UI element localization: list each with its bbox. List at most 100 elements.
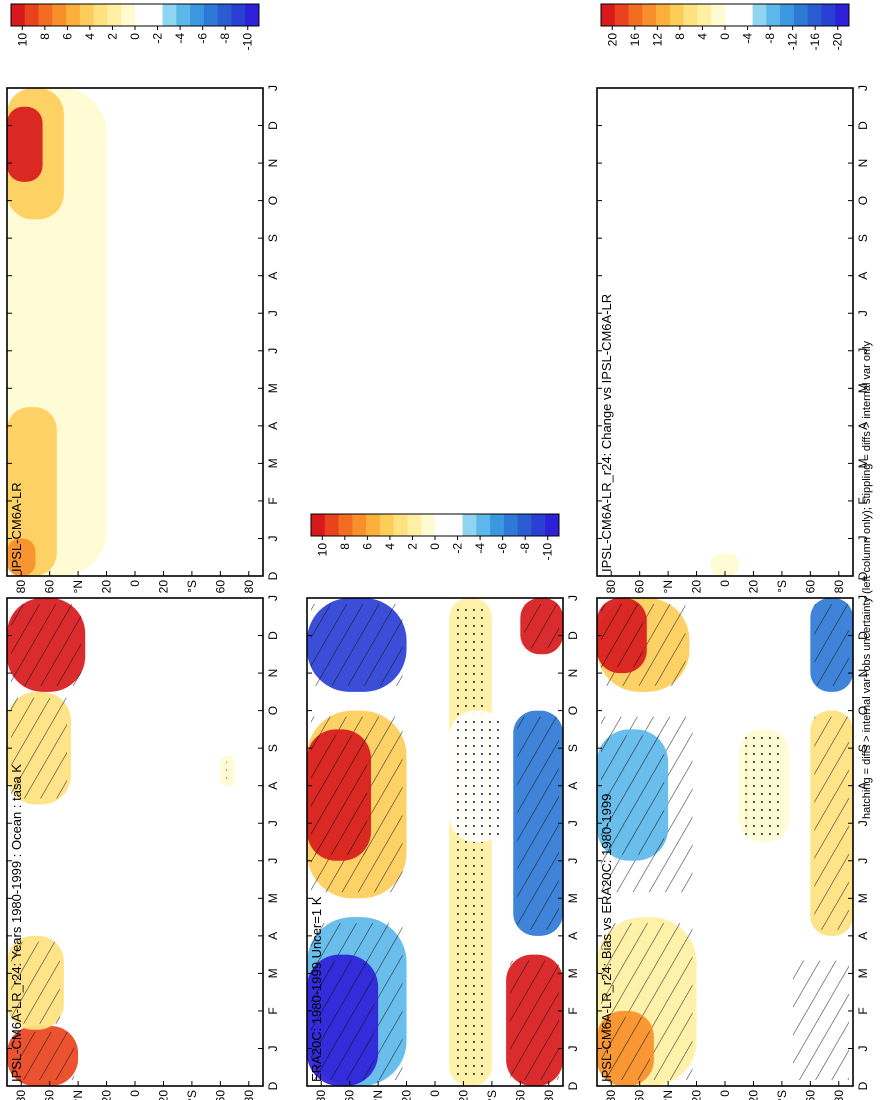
panel-title: ERA20C: 1980-1999 Uncer=1 K xyxy=(309,896,324,1082)
month-tick-label: D xyxy=(856,1081,870,1090)
colorbar-swatch xyxy=(711,4,726,26)
month-tick-label: A xyxy=(566,932,580,940)
colorbar-tick-label: -12 xyxy=(786,33,800,51)
colorbar-swatch xyxy=(203,4,219,26)
month-tick-label: J xyxy=(266,595,280,601)
hatching-0 xyxy=(11,1031,75,1080)
colorbar-swatch xyxy=(231,4,246,26)
lat-tick-label: 60 xyxy=(213,580,227,594)
colorbar-tick-label: 16 xyxy=(628,33,642,47)
figure-footnote: hatching = diffs > internal var+obs unce… xyxy=(861,340,873,819)
field-blob-0 xyxy=(710,553,740,576)
colorbar-swatch xyxy=(190,4,205,26)
month-tick-label: J xyxy=(266,535,280,541)
hatching-1 xyxy=(11,941,60,1024)
month-tick-label: N xyxy=(266,669,280,678)
colorbar-tick-label: -8 xyxy=(218,33,232,44)
month-tick-label: M xyxy=(266,893,280,903)
lat-tick-label: 80 xyxy=(14,580,28,594)
field-blob-3 xyxy=(7,106,43,182)
month-tick-label: A xyxy=(566,782,580,790)
month-tick-label: M xyxy=(266,968,280,978)
lat-tick-label: 80 xyxy=(14,1090,28,1100)
colorbar-swatch xyxy=(448,514,464,536)
month-tick-label: J xyxy=(566,595,580,601)
colorbar-swatch xyxy=(697,4,712,26)
colorbar-swatch xyxy=(52,4,67,26)
hatching-7 xyxy=(793,960,849,1080)
hatching-4 xyxy=(311,604,403,686)
colorbar-swatch xyxy=(421,514,436,536)
month-tick-label: O xyxy=(566,706,580,715)
month-tick-label: M xyxy=(266,458,280,468)
month-tick-label: A xyxy=(856,272,870,280)
month-tick-label: A xyxy=(266,932,280,940)
stippling-4 xyxy=(226,761,229,780)
month-tick-label: S xyxy=(266,744,280,752)
colorbar-tick-label: -8 xyxy=(763,33,777,44)
colorbar-tick-label: 12 xyxy=(650,33,664,47)
colorbar-tick-label: -2 xyxy=(151,33,165,44)
lat-tick-label: 80 xyxy=(314,1090,328,1100)
month-tick-label: D xyxy=(856,631,870,640)
field-blob-4 xyxy=(7,538,36,576)
lat-tick-label: 60 xyxy=(43,1090,57,1100)
colorbar-tick-label: 0 xyxy=(128,33,142,40)
lat-tick-label: 60 xyxy=(803,580,817,594)
colorbar-swatch xyxy=(135,4,150,26)
colorbar-tick-label: 10 xyxy=(315,543,329,557)
colorbar-tick-label: -4 xyxy=(741,33,755,44)
colorbar-swatch xyxy=(121,4,136,26)
month-tick-label: J xyxy=(266,820,280,826)
month-tick-label: S xyxy=(856,234,870,242)
panel-title: IPSL-CM6A-LR xyxy=(9,482,24,572)
month-tick-label: J xyxy=(566,820,580,826)
field-blob-1 xyxy=(7,407,57,576)
lat-tick-label: °N xyxy=(371,1090,385,1100)
lat-tick-label: 20 xyxy=(156,1090,170,1100)
hatching-3 xyxy=(601,735,665,855)
plot-fields xyxy=(710,553,740,576)
month-tick-label: M xyxy=(566,893,580,903)
lat-tick-label: 60 xyxy=(343,1090,357,1100)
colorbar-swatch xyxy=(379,514,395,536)
hatching-1 xyxy=(311,960,375,1080)
colorbar-swatch xyxy=(162,4,177,26)
colorbar-swatch xyxy=(601,4,616,26)
lat-tick-label: 60 xyxy=(213,1090,227,1100)
colorbar-swatch xyxy=(807,4,822,26)
plot-fields xyxy=(307,598,563,1086)
colorbar-swatch xyxy=(503,514,519,536)
colorbar-swatch xyxy=(656,4,671,26)
colorbar-tick-label: -4 xyxy=(473,543,487,554)
plot-fields xyxy=(7,598,235,1086)
colorbar-swatch xyxy=(517,514,532,536)
colorbar-swatch xyxy=(545,514,560,536)
month-tick-label: D xyxy=(566,1081,580,1090)
colorbar-swatch xyxy=(435,514,450,536)
colorbar-swatch xyxy=(793,4,809,26)
colorbar-swatch xyxy=(324,514,340,536)
lat-tick-label: 80 xyxy=(242,580,256,594)
lat-tick-label: 80 xyxy=(832,580,846,594)
month-tick-label: S xyxy=(566,744,580,752)
lat-tick-label: 80 xyxy=(604,1090,618,1100)
lat-tick-label: 20 xyxy=(690,1090,704,1100)
month-tick-label: A xyxy=(266,422,280,430)
colorbar-tick-label: -10 xyxy=(241,33,255,51)
lat-tick-label: 80 xyxy=(604,580,618,594)
colorbar-swatch xyxy=(738,4,754,26)
colorbar-swatch xyxy=(683,4,698,26)
hatching-2 xyxy=(11,697,67,799)
month-tick-label: F xyxy=(566,1007,580,1014)
month-tick-label: J xyxy=(266,310,280,316)
colorbar-swatch xyxy=(393,514,408,536)
colorbar-swatch xyxy=(669,4,685,26)
month-tick-label: O xyxy=(266,196,280,205)
month-tick-label: J xyxy=(266,858,280,864)
colorbar-tick-label: 6 xyxy=(360,543,374,550)
hatching-3 xyxy=(311,735,367,855)
